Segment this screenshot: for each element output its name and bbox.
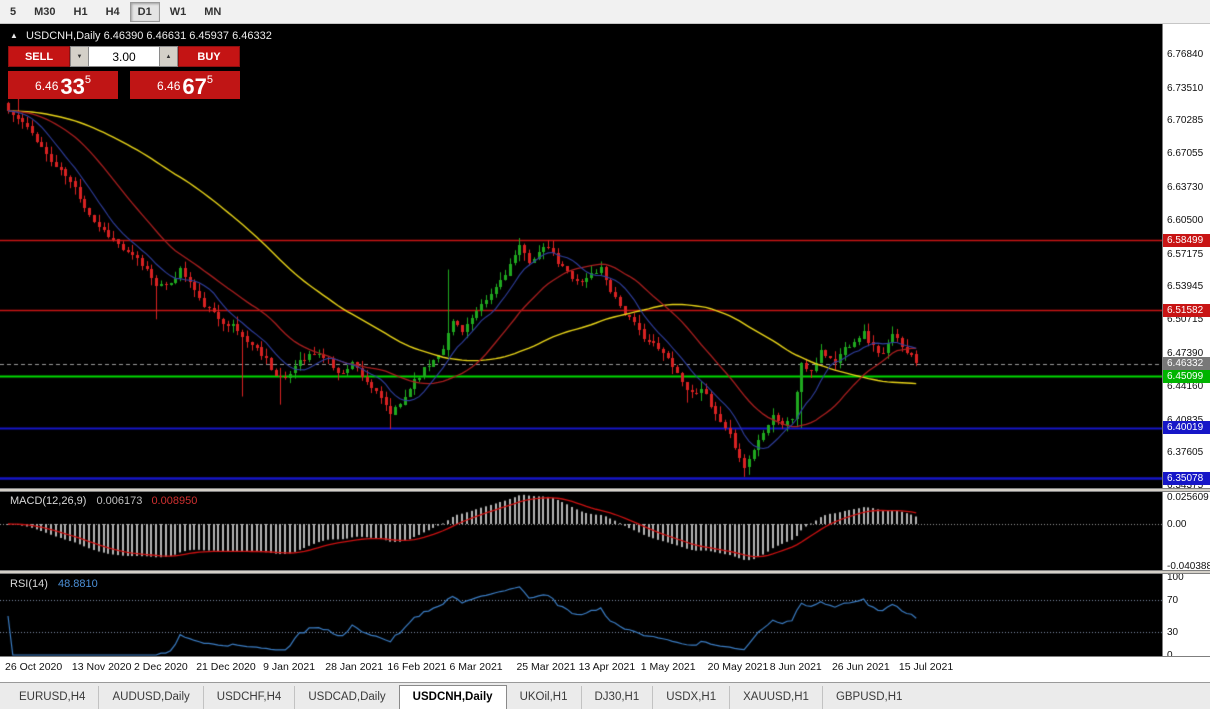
price-axis-label: 6.67055 (1167, 148, 1204, 160)
pane-splitter[interactable] (0, 570, 1210, 574)
time-label: 26 Jun 2021 (831, 661, 890, 673)
timeframe-button-d1[interactable]: D1 (129, 1, 160, 22)
time-label: 2 Dec 2020 (134, 661, 188, 673)
rsi-axis-label: 30 (1167, 626, 1179, 638)
one-click-trading-panel: SELL ▼ ▲ BUY 6.46 33 5 6.46 67 5 (8, 46, 240, 99)
chevron-down-icon: ▼ (76, 53, 83, 60)
chart-tab-dj30-h1[interactable]: DJ30,H1 (580, 686, 653, 709)
price-line-badge: 6.35078 (1163, 471, 1210, 485)
price-axis-label: 6.50715 (1167, 314, 1204, 326)
ohlc-values: 6.46390 6.46631 6.45937 6.46332 (103, 30, 272, 42)
price-axis-label: 6.40835 (1167, 414, 1204, 426)
timeframe-button-h1[interactable]: H1 (66, 2, 96, 22)
bid-pip-digit: 5 (84, 74, 91, 86)
time-label: 13 Nov 2020 (71, 661, 132, 673)
price-line-badge: 6.46332 (1163, 357, 1210, 371)
chart-tab-bar: EURUSD,H4 AUDUSD,Daily USDCHF,H4 USDCAD,Dai… (0, 682, 1210, 709)
ask-pip-digit: 5 (206, 74, 213, 86)
price-axis-label: 6.47390 (1167, 347, 1204, 359)
chart-tab-gbpusd-h1[interactable]: GBPUSD,H1 (821, 686, 915, 709)
price-axis-label: 6.70285 (1167, 115, 1204, 127)
rsi-axis-label: 0 (1167, 650, 1173, 661)
ask-prefix: 6.46 (157, 79, 181, 93)
bid-big-digits: 33 (60, 74, 85, 99)
time-label: 21 Dec 2020 (196, 661, 256, 673)
chart-window: 6.76840 6.73510 6.70285 6.67055 6.63730 6.605… (0, 24, 1210, 661)
chart-tab-usdchf-h4[interactable]: USDCHF,H4 (202, 686, 295, 709)
expand-triangle-icon[interactable]: ▲ (10, 31, 18, 40)
rsi-indicator-canvas[interactable] (0, 574, 1162, 656)
time-label: 8 Jun 2021 (769, 661, 822, 673)
rsi-axis-label: 70 (1167, 595, 1179, 607)
rsi-axis-label: 100 (1167, 572, 1184, 583)
chart-tab-ukoil-h1[interactable]: UKOil,H1 (519, 691, 568, 703)
time-label: 6 Mar 2021 (449, 661, 503, 673)
price-axis-label: 6.53945 (1167, 281, 1204, 293)
time-label: 28 Jan 2021 (325, 661, 384, 673)
time-label: 1 May 2021 (640, 661, 696, 673)
macd-title: MACD(12,26,9) (10, 495, 87, 507)
timeframe-button-w1[interactable]: W1 (162, 2, 195, 22)
price-axis-label: 6.76840 (1167, 48, 1204, 60)
price-line-badge: 6.51582 (1163, 303, 1210, 317)
price-axis-label: 6.37605 (1167, 447, 1204, 459)
bid-price-button[interactable]: 6.46 33 5 (8, 71, 118, 99)
time-axis[interactable]: 26 Oct 2020 13 Nov 2020 2 Dec 2020 21 Dec 2… (0, 656, 1210, 682)
chart-tab-audusd-daily[interactable]: AUDUSD,Daily (98, 686, 202, 709)
buy-button[interactable]: BUY (178, 46, 240, 67)
price-chart-canvas[interactable] (0, 24, 1162, 488)
sell-button[interactable]: SELL (8, 46, 70, 67)
rsi-title: RSI(14) (10, 578, 48, 590)
chevron-up-icon: ▲ (165, 53, 172, 60)
time-label: 20 May 2021 (707, 661, 769, 673)
chart-tab-eurusd-h4[interactable]: EURUSD,H4 (19, 691, 86, 703)
timeframe-button-5[interactable]: 5 (2, 2, 24, 22)
price-axis-label: 6.57175 (1167, 248, 1204, 260)
chart-tab-usdcad-daily[interactable]: USDCAD,Daily (294, 686, 398, 709)
price-line-badge: 6.45099 (1163, 369, 1210, 383)
time-label: 16 Feb 2021 (387, 661, 447, 673)
price-axis-label: 6.34375 (1167, 480, 1204, 492)
chart-tab-usdx-h1[interactable]: USDX,H1 (652, 686, 729, 709)
timeframe-button-mn[interactable]: MN (196, 2, 229, 22)
symbol-label: USDCNH,Daily (25, 30, 101, 42)
pane-splitter[interactable] (0, 488, 1210, 492)
time-label: 13 Apr 2021 (578, 661, 636, 673)
volume-input[interactable] (89, 46, 159, 67)
time-label: 26 Oct 2020 (5, 661, 63, 673)
rsi-header: RSI(14) 48.8810 (10, 578, 98, 590)
price-line-badge: 6.40019 (1163, 421, 1210, 435)
time-label: 15 Jul 2021 (898, 661, 954, 673)
price-axis-label: 6.44160 (1167, 380, 1204, 392)
macd-axis-label: -0.040388 (1167, 561, 1210, 573)
macd-header: MACD(12,26,9) 0.006173 0.008950 (10, 495, 197, 507)
timeframe-button-h4[interactable]: H4 (98, 2, 128, 22)
volume-increase-button[interactable]: ▲ (159, 46, 178, 67)
price-axis-label: 6.63730 (1167, 181, 1204, 193)
rsi-value: 48.8810 (57, 578, 98, 590)
price-line-badge: 6.58499 (1163, 233, 1210, 247)
price-axis-label: 6.73510 (1167, 82, 1204, 94)
timeframe-button-m30[interactable]: M30 (26, 2, 63, 22)
macd-axis-label: 0.025609 (1167, 492, 1209, 504)
time-label: 25 Mar 2021 (516, 661, 576, 673)
chart-title: ▲ USDCNH,Daily 6.46390 6.46631 6.45937 6… (10, 30, 272, 42)
price-axis-label: 6.60500 (1167, 214, 1204, 226)
ask-price-button[interactable]: 6.46 67 5 (130, 71, 240, 99)
price-axis[interactable]: 6.76840 6.73510 6.70285 6.67055 6.63730 6.605… (1162, 24, 1210, 661)
volume-decrease-button[interactable]: ▼ (70, 46, 89, 67)
macd-main-value: 0.006173 (96, 495, 143, 507)
macd-indicator-canvas[interactable] (0, 492, 1162, 570)
bid-prefix: 6.46 (35, 79, 59, 93)
chart-tab-usdcnh-daily[interactable]: USDCNH,Daily (398, 685, 507, 709)
macd-signal-value: 0.008950 (151, 495, 198, 507)
macd-axis-label: 0.00 (1167, 518, 1187, 530)
ask-big-digits: 67 (182, 74, 207, 99)
timeframe-toolbar: 5 M30 H1 H4 D1 W1 MN (0, 0, 1210, 24)
chart-tab-xauusd-h1[interactable]: XAUUSD,H1 (729, 686, 822, 709)
time-label: 9 Jan 2021 (263, 661, 316, 673)
